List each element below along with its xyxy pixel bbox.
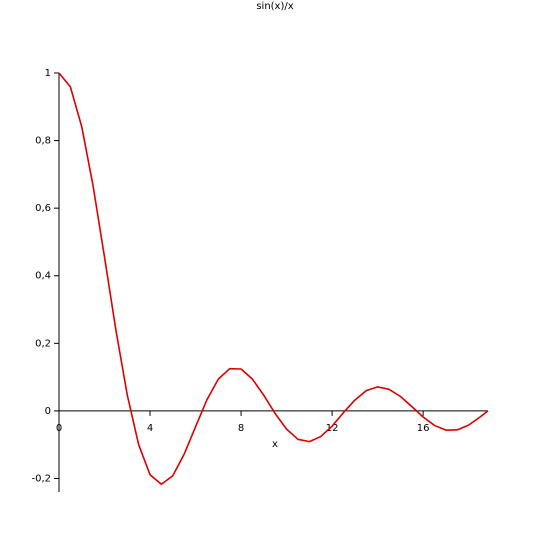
x-tick-label: 8 (238, 423, 244, 434)
x-tick-label: 12 (326, 423, 339, 434)
x-tick-label: 16 (417, 423, 430, 434)
y-tick-label: 1 (45, 68, 51, 79)
x-tick-label: 4 (147, 423, 153, 434)
y-tick-label: -0,2 (31, 473, 51, 484)
y-tick-label: 0 (45, 406, 51, 417)
chart-title: sin(x)/x (256, 1, 293, 12)
y-tick-label: 0,2 (35, 338, 51, 349)
x-axis-label: x (272, 439, 278, 450)
y-tick-label: 0,4 (35, 271, 51, 282)
data-line (58, 72, 489, 486)
x-tick-label: 0 (56, 423, 62, 434)
y-tick-label: 0,8 (35, 136, 51, 147)
y-tick-label: 0,6 (35, 203, 51, 214)
